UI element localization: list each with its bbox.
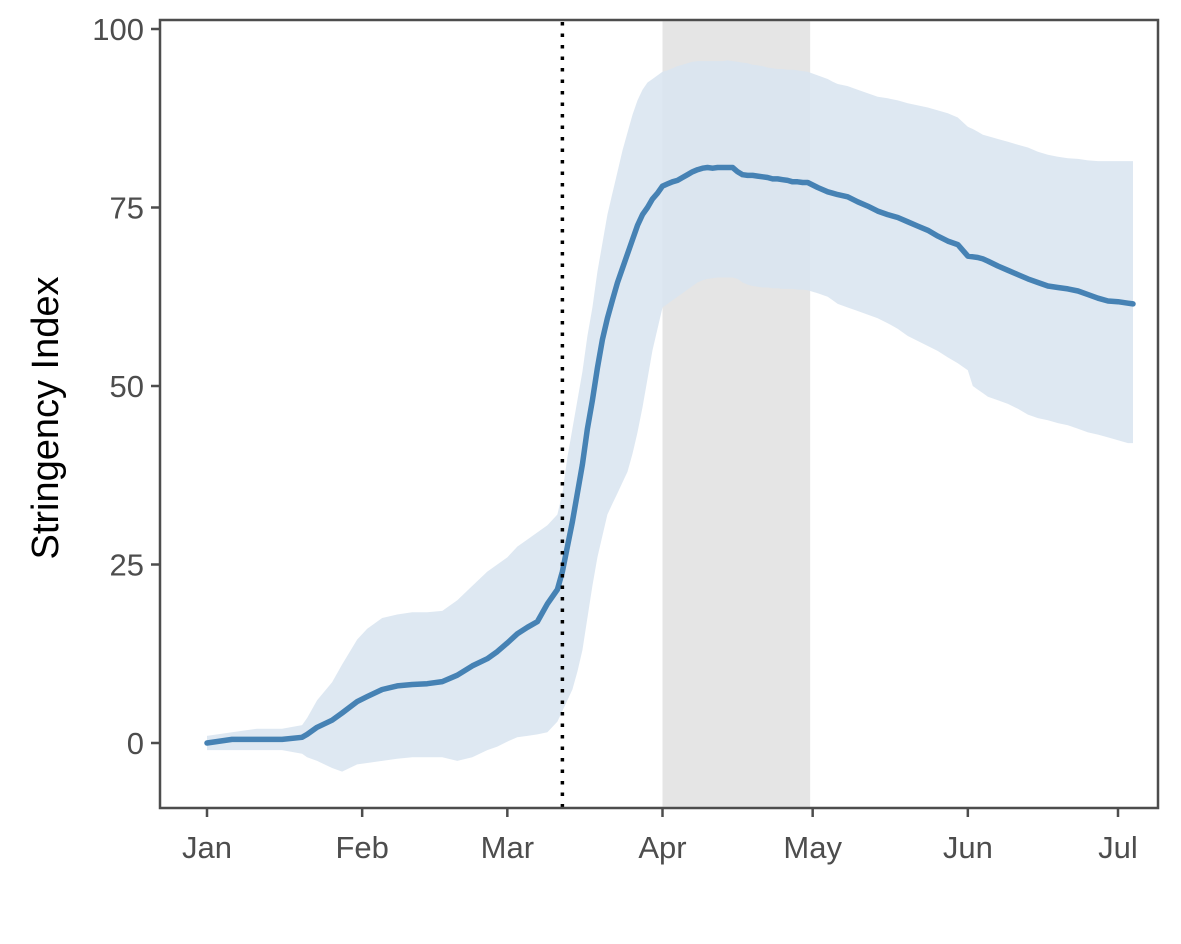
x-tick-label: Feb [335, 830, 388, 865]
x-tick-label: Apr [638, 830, 686, 865]
y-tick-label: 100 [92, 12, 144, 47]
mean-line [204, 164, 1136, 746]
y-axis-title: Stringency Index [25, 276, 67, 559]
x-tick-label: Mar [481, 830, 534, 865]
plot-panel [158, 18, 1160, 810]
y-axis: 0 25 50 75 100 [92, 12, 160, 761]
confidence-band [207, 60, 1133, 772]
panel-border [158, 18, 1160, 810]
x-tick-label: Jan [182, 830, 232, 865]
x-axis: Jan Feb Mar Apr May Jun Jul [182, 808, 1138, 865]
y-tick-label: 0 [127, 726, 144, 761]
x-tick-label: Jul [1098, 830, 1138, 865]
y-tick-label: 25 [110, 548, 144, 583]
y-tick-label: 75 [110, 191, 144, 226]
x-tick-label: Jun [943, 830, 993, 865]
x-tick-label: May [783, 830, 842, 865]
y-tick-label: 50 [110, 369, 144, 404]
